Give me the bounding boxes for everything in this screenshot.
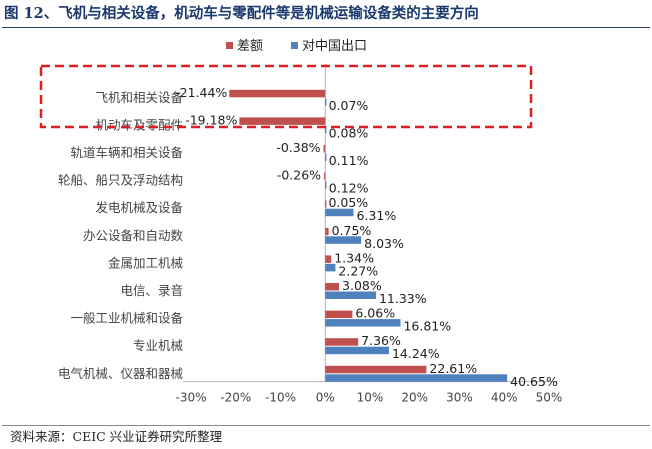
category-label: 轮船、船只及浮动结构 — [58, 173, 183, 188]
data-label-deficit: -19.18% — [185, 112, 237, 127]
category-label: 轨道车辆和相关设备 — [70, 145, 183, 160]
bar-deficit — [325, 310, 353, 319]
bar-export — [325, 181, 327, 189]
data-label-export: 0.12% — [329, 181, 369, 196]
data-label-export: 14.24% — [392, 346, 440, 361]
bar-deficit — [325, 365, 427, 374]
bar-export — [325, 291, 376, 299]
category-label: 电信、录音 — [120, 283, 183, 298]
bar-chart: 差额 对中国出口 -30% -20% -10% 0% 10% 20% 30% 40% 50% 飞机和相… — [39, 39, 563, 405]
x-tick-label: -30% — [175, 391, 206, 405]
category-label: 电气机械、仪器和器械 — [58, 366, 184, 381]
x-tick-label: -10% — [265, 391, 296, 405]
data-label-export: 11.33% — [379, 291, 427, 306]
bar-export — [325, 236, 362, 244]
x-tick-label: 10% — [357, 391, 384, 405]
legend-label-2: 对中国出口 — [302, 39, 367, 54]
category-label: 飞机和相关设备 — [95, 90, 183, 105]
legend-label-1: 差额 — [237, 39, 263, 54]
bar-deficit — [325, 338, 359, 346]
data-label-deficit: 1.34% — [334, 250, 374, 265]
x-tick-label: 50% — [536, 391, 563, 405]
bar-export — [325, 263, 336, 272]
legend-swatch-2 — [291, 42, 298, 49]
data-label-deficit: -0.38% — [276, 140, 320, 155]
category-label: 金属加工机械 — [108, 255, 184, 270]
data-label-deficit: 6.06% — [355, 306, 395, 321]
data-label-export: 2.27% — [338, 263, 378, 278]
data-label-export: 0.08% — [329, 125, 369, 140]
x-tick-label: 30% — [446, 391, 473, 405]
category-label: 发电机械及设备 — [95, 200, 183, 215]
bar-deficit — [325, 255, 332, 263]
x-tick-label: 40% — [491, 391, 518, 405]
bar-deficit — [229, 89, 326, 98]
bar-deficit — [325, 227, 329, 236]
bar-export — [325, 153, 327, 161]
data-label-export: 40.65% — [510, 374, 558, 389]
title-divider — [2, 27, 650, 28]
bar-deficit — [324, 172, 326, 181]
data-label-deficit: 22.61% — [429, 361, 477, 376]
data-label-deficit: -21.44% — [175, 85, 227, 100]
source-divider — [2, 425, 650, 426]
category-label: 机动车及零配件 — [95, 117, 183, 132]
bar-deficit — [239, 117, 326, 125]
category-label: 专业机械 — [133, 338, 184, 353]
bar-deficit — [323, 145, 326, 153]
data-label-export: 0.07% — [329, 98, 369, 113]
bar-deficit — [325, 200, 327, 208]
data-label-deficit: 0.75% — [332, 223, 372, 238]
source-note: 资料来源：CEIC 兴业证券研究所整理 — [10, 429, 223, 444]
bar-export — [325, 125, 327, 134]
bar-deficit — [325, 283, 340, 291]
bar-export — [325, 98, 327, 106]
bar-export — [325, 319, 401, 327]
highlight-box — [39, 64, 533, 129]
x-tick-label: 0% — [316, 391, 335, 405]
data-label-export: 8.03% — [364, 236, 404, 251]
bar-export — [325, 374, 508, 382]
data-label-deficit: 0.05% — [328, 195, 368, 210]
x-tick-label: 20% — [401, 391, 428, 405]
data-label-deficit: 7.36% — [361, 333, 401, 348]
data-label-export: 6.31% — [356, 208, 396, 223]
data-label-deficit: 3.08% — [342, 278, 382, 293]
bar-export — [325, 346, 389, 355]
figure-title: 图 12、飞机与相关设备，机动车与零配件等是机械运输设备类的主要方向 — [4, 5, 479, 22]
category-label: 办公设备和自动数 — [83, 228, 184, 243]
data-label-export: 16.81% — [403, 319, 451, 334]
category-label: 一般工业机械和设备 — [70, 311, 183, 326]
data-label-deficit: -0.26% — [277, 168, 321, 183]
x-tick-label: -20% — [220, 391, 251, 405]
data-label-export: 0.11% — [329, 153, 369, 168]
bar-export — [325, 208, 354, 217]
legend-swatch-1 — [226, 42, 233, 49]
